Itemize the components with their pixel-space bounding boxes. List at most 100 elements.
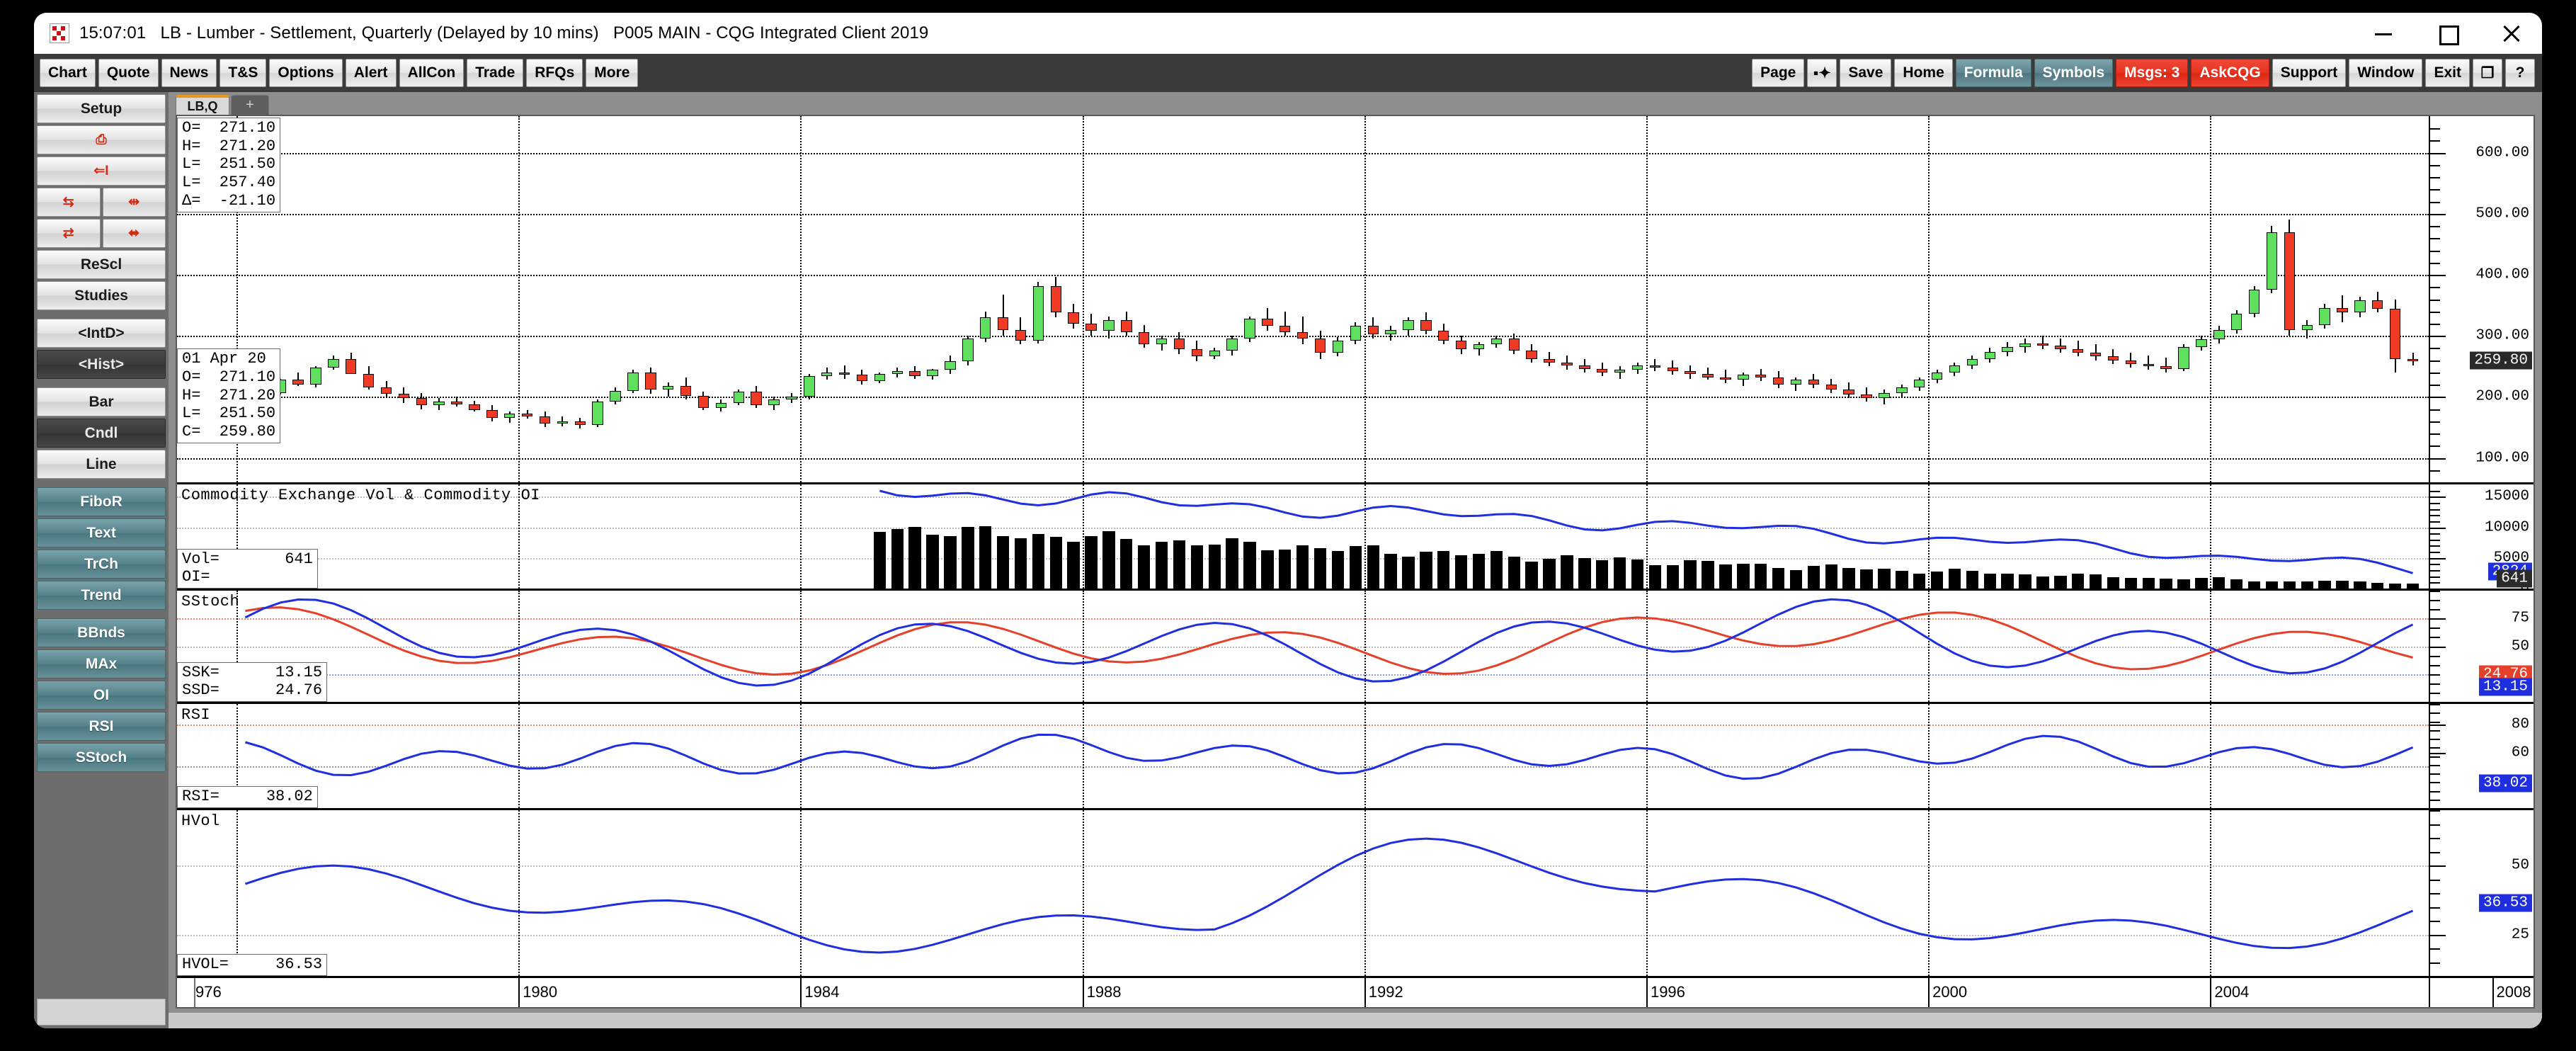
toolbar-right-button-[interactable]: ? [2505, 59, 2535, 87]
sidebar-button-fibor[interactable]: FiboR [37, 487, 166, 516]
price-pane[interactable]: O= 271.10 H= 271.20 L= 251.50 L= 257.40 … [177, 116, 2534, 484]
sstoch-axis[interactable]: 75 50 24.76 13.15 [2429, 591, 2534, 703]
candlestick [1614, 116, 1626, 482]
toolbar-right-button-page[interactable]: Page [1752, 59, 1805, 87]
candlestick [1068, 116, 1079, 482]
contract-icon[interactable]: ⇐I [37, 157, 166, 186]
pan-horizontal-icon[interactable]: ⇆ [37, 188, 101, 217]
toolbar-right-button-save[interactable]: Save [1840, 59, 1892, 87]
sidebar-button-bbnds[interactable]: BBnds [37, 618, 166, 647]
candle-body [1350, 326, 1362, 341]
toolbar-right-button-exit[interactable]: Exit [2425, 59, 2470, 87]
sidebar-button-hist[interactable]: <Hist> [37, 350, 166, 379]
volume-plot[interactable]: Commodity Exchange Vol & Commodity OI Vo… [177, 484, 2429, 589]
maximize-button[interactable] [2436, 22, 2459, 45]
add-tab-button[interactable]: + [231, 95, 269, 115]
volume-bar [1755, 563, 1767, 589]
sidebar-button-studies[interactable]: Studies [37, 281, 166, 310]
rsi-plot[interactable]: RSI RSI= 38.02 [177, 704, 2429, 808]
sidebar-button-line[interactable]: Line [37, 450, 166, 479]
toolbar-right-button-msgs-3[interactable]: Msgs: 3 [2116, 59, 2189, 87]
price-axis-minor-tick [2430, 421, 2440, 423]
sidebar-button-bar[interactable]: Bar [37, 387, 166, 416]
sidebar-button-trend[interactable]: Trend [37, 581, 166, 610]
status-strip [169, 1013, 2542, 1028]
scroll-icon[interactable]: ⇄ [37, 219, 101, 248]
toolbar-right-button-askcqg[interactable]: AskCQG [2191, 59, 2269, 87]
toolbar-left-button-alert[interactable]: Alert [345, 59, 397, 87]
sstoch-pane[interactable]: SStoch SSK= 13.15 SSD= 24.76 75 50 24.76 13… [177, 591, 2534, 704]
toolbar-left-button-rfqs[interactable]: RFQs [526, 59, 583, 87]
toolbar-left-button-options[interactable]: Options [269, 59, 343, 87]
candlestick [1438, 116, 1449, 482]
chart-tab-lb-q[interactable]: LB,Q [176, 95, 229, 115]
candlestick [310, 116, 321, 482]
volume-axis[interactable]: 1500010000500002824641 [2429, 484, 2534, 597]
hvol-pane[interactable]: HVol HVOL= 36.53 50 25 36.53 [177, 810, 2534, 977]
toolbar-left-button-trade[interactable]: Trade [467, 59, 524, 87]
toolbar-left-group: Chart Quote News T&S Options Alert AllCon Trade… [40, 59, 639, 87]
hvol-axis[interactable]: 50 25 36.53 [2429, 810, 2534, 977]
candlestick [1280, 116, 1291, 482]
volume-axis-minor-tick [2430, 564, 2440, 566]
hvol-plot[interactable]: HVol HVOL= 36.53 [177, 810, 2429, 976]
candle-body [2055, 345, 2066, 350]
volume-bar [2371, 583, 2384, 589]
candle-wick [2165, 358, 2167, 373]
volume-bar [2107, 576, 2120, 589]
toolbar-right-button-formula[interactable]: Formula [1955, 59, 2031, 87]
sidebar-button-sstoch[interactable]: SStoch [37, 743, 166, 772]
candle-body [380, 387, 392, 394]
sidebar-button-cndl[interactable]: Cndl [37, 419, 166, 448]
sidebar-button-intd[interactable]: <IntD> [37, 319, 166, 348]
sidebar-button-oi[interactable]: OI [37, 681, 166, 710]
sidebar-button-max[interactable]: MAx [37, 649, 166, 678]
rsi-pane[interactable]: RSI RSI= 38.02 80 60 38.02 [177, 704, 2534, 810]
toolbar-left-button-chart[interactable]: Chart [40, 59, 96, 87]
sidebar-button-rsi[interactable]: RSI [37, 712, 166, 741]
sidebar-spacer [37, 774, 166, 996]
candle-body [2354, 300, 2366, 313]
volume-bar [2124, 578, 2138, 589]
candle-body [962, 338, 974, 362]
expand-icon[interactable]: ⬌ [102, 219, 166, 248]
minimize-button[interactable] [2372, 22, 2395, 45]
toolbar-right-button-support[interactable]: Support [2272, 59, 2347, 87]
toolbar-left-button-more[interactable]: More [586, 59, 639, 87]
date-axis[interactable]: 9761980198419881992199620002004200820122… [177, 976, 2534, 1007]
date-axis-tick [2210, 978, 2212, 1007]
toolbar-right-button-symbols[interactable]: Symbols [2034, 59, 2114, 87]
price-year-gridline [1928, 116, 1930, 482]
toolbar-right-button-[interactable]: ▪✦ [1807, 59, 1837, 87]
volume-pane[interactable]: Commodity Exchange Vol & Commodity OI Vo… [177, 484, 2534, 597]
toolbar-right-button-home[interactable]: Home [1894, 59, 1953, 87]
print-icon[interactable]: ⎙ [37, 125, 166, 154]
candle-body [804, 376, 815, 397]
candlestick [1403, 116, 1414, 482]
volume-bar [2177, 579, 2190, 589]
volume-bar [2318, 581, 2331, 589]
sstoch-plot[interactable]: SStoch SSK= 13.15 SSD= 24.76 [177, 591, 2429, 702]
window-title: 15:07:01 LB - Lumber - Settlement, Quart… [79, 23, 929, 42]
toolbar-left-button-allcon[interactable]: AllCon [399, 59, 465, 87]
sidebar-button-text[interactable]: Text [37, 518, 166, 547]
volume-axis-minor-tick [2430, 527, 2440, 529]
toolbar-left-button-t-s[interactable]: T&S [220, 59, 267, 87]
price-plot[interactable]: O= 271.10 H= 271.20 L= 251.50 L= 257.40 … [177, 116, 2429, 482]
candlestick [891, 116, 903, 482]
candle-body [521, 414, 533, 416]
close-button[interactable] [2500, 22, 2522, 45]
compress-icon[interactable]: ⇹ [102, 188, 166, 217]
toolbar-right-button-window[interactable]: Window [2349, 59, 2423, 87]
sidebar-button-rescl[interactable]: ReScl [37, 250, 166, 279]
sidebar-button-setup[interactable]: Setup [37, 94, 166, 123]
toolbar-left-button-news[interactable]: News [161, 59, 217, 87]
sidebar-button-trch[interactable]: TrCh [37, 550, 166, 579]
candle-wick [1284, 311, 1286, 336]
price-axis[interactable]: 600.00 500.00 400.00 300.00 200.00 100.00 259.… [2429, 116, 2534, 482]
toolbar-right-button-[interactable]: ❐ [2473, 59, 2502, 87]
candle-body [2407, 358, 2419, 361]
toolbar-left-button-quote[interactable]: Quote [98, 59, 159, 87]
rsi-axis[interactable]: 80 60 38.02 [2429, 704, 2534, 809]
candlestick [2248, 116, 2260, 482]
